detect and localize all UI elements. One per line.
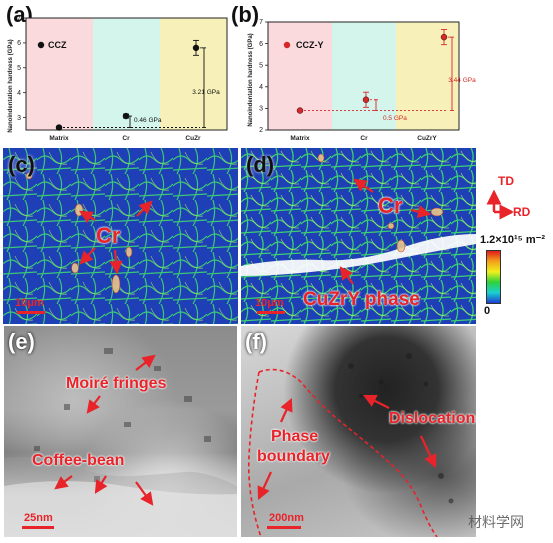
- hardness-chart-ccz-y: Nanoindentation hardness (GPa) 2 3 4 5 6 7 CC…: [248, 19, 476, 142]
- scale-bar-c: [17, 311, 45, 314]
- category-label-cuzry-b: CuZrY: [417, 135, 437, 142]
- legend-label-a: CCZ: [48, 40, 67, 50]
- rd-label: RD: [513, 205, 531, 219]
- data-point-matrix-b: [296, 107, 304, 114]
- scale-bar-label-e: 25nm: [24, 512, 53, 524]
- y-tick-label-b: 7: [259, 19, 263, 26]
- y-tick-label-b: 6: [259, 41, 263, 48]
- td-label: TD: [498, 174, 514, 188]
- arrows-c: [79, 200, 153, 275]
- tem-image-e: (e) Moiré fringes Coffee-bean 25nm: [4, 326, 237, 537]
- category-label-matrix-a: Matrix: [49, 135, 69, 142]
- phase-label: Phase: [271, 428, 319, 445]
- category-label-cr-a: Cr: [122, 135, 130, 142]
- annotation-cuzry-diff-b: 3.44 GPa: [448, 77, 476, 84]
- annotation-cuzr-diff-a: 3.21 GPa: [192, 89, 220, 96]
- y-tick-label-a: 4: [17, 90, 21, 97]
- scale-bar-label-c: 10μm: [15, 297, 44, 309]
- plot-frame-a: [25, 17, 228, 131]
- plot-frame-b: [267, 21, 460, 131]
- panel-label-e: (e): [8, 329, 35, 354]
- annotation-cr-diff-b: 0.5 GPa: [383, 115, 407, 122]
- annotation-cr-diff-a: 0.46 GPa: [134, 117, 162, 124]
- region-matrix-a: [26, 18, 93, 130]
- category-label-cuzr-a: CuZr: [185, 135, 201, 142]
- dislocation-density-map-d: (d) Cr CuZrY phase 10μm: [241, 148, 476, 324]
- scale-bar-e: [22, 526, 54, 529]
- category-label-cr-b: Cr: [360, 135, 368, 142]
- y-tick-label-b: 2: [259, 127, 263, 134]
- scale-bar-label-d: 10μm: [255, 297, 284, 309]
- y-tick-label-a: 5: [17, 65, 21, 72]
- moire-fringes-label: Moiré fringes: [66, 375, 167, 392]
- data-point-matrix-a: [55, 124, 63, 131]
- panel-label-b: (b): [231, 2, 260, 27]
- y-tick-label-a: 3: [17, 115, 21, 122]
- y-tick-label-b: 4: [259, 84, 263, 91]
- panel-label-d: (d): [246, 152, 275, 177]
- arrows-d: [339, 178, 432, 285]
- region-cuzry-b: [396, 22, 459, 130]
- y-tick-label-a: 6: [17, 40, 21, 47]
- category-label-matrix-b: Matrix: [290, 135, 310, 142]
- colorbar-max-label: 1.2×10¹⁵ m⁻²: [480, 234, 546, 246]
- legend-marker-b: [283, 41, 291, 49]
- boundary-label: boundary: [257, 448, 330, 465]
- y-tick-label-a: 7: [17, 15, 21, 22]
- cr-label-d: Cr: [378, 193, 403, 218]
- coffee-bean-label: Coffee-bean: [32, 452, 125, 469]
- cuzry-phase-label-d: CuZrY phase: [303, 289, 420, 310]
- arrows-f: [257, 395, 437, 500]
- y-axis-label-a: Nanoindentation hardness (GPa): [8, 39, 14, 132]
- cr-label-c: Cr: [96, 223, 121, 248]
- hardness-chart-ccz: Nanoindentation hardness (GPa) 3 4 5 6 7 CCZ…: [8, 15, 228, 142]
- orientation-axes: [486, 189, 515, 220]
- legend-label-b: CCZ-Y: [296, 40, 324, 50]
- scale-bar-label-f: 200nm: [269, 512, 304, 524]
- region-cr-a: [93, 18, 160, 130]
- y-axis-label-b: Nanoindentation hardness (GPa): [248, 33, 254, 126]
- watermark-text: 材料学网: [468, 515, 524, 531]
- region-cr-b: [332, 22, 396, 130]
- y-tick-label-b: 3: [259, 106, 263, 113]
- scale-bar-f: [267, 526, 301, 529]
- dislocation-density-map-c: (c) Cr 10μm: [3, 148, 238, 324]
- tem-image-f: (f) Dislocations Phase boundary 200nm: [241, 326, 476, 537]
- panel-label-c: (c): [8, 152, 35, 177]
- colorbar: [486, 250, 501, 304]
- colorbar-min-label: 0: [484, 305, 491, 317]
- legend-marker-a: [37, 41, 45, 49]
- y-tick-label-b: 5: [259, 62, 263, 69]
- region-matrix-b: [268, 22, 332, 130]
- region-cuzr-a: [160, 18, 227, 130]
- scale-bar-d: [257, 311, 285, 314]
- panel-label-f: (f): [245, 329, 267, 354]
- arrows-e: [54, 354, 156, 506]
- dislocations-label: Dislocations: [389, 410, 476, 427]
